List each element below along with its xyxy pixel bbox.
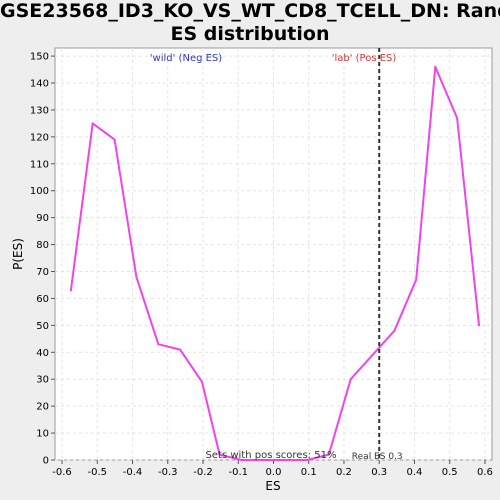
x-tick-label: 0.0 <box>266 467 282 478</box>
chart-title-line-2: ES distribution <box>170 23 330 45</box>
series-layer <box>69 65 480 461</box>
x-tick-label: 0.3 <box>371 467 387 478</box>
grid-lines <box>55 48 492 461</box>
x-tick-label: -0.1 <box>229 467 249 478</box>
y-tick-label: 120 <box>30 132 49 143</box>
y-tick-label: 40 <box>36 348 49 359</box>
x-axis-label: ES <box>265 479 280 493</box>
y-tick-label: 10 <box>36 429 49 440</box>
pos-scores-label: Sets with pos scores: 51% <box>206 450 337 461</box>
series-point <box>91 122 94 125</box>
series-point <box>327 453 330 456</box>
y-axis-ticks: 0 10 20 30 40 50 60 70 80 90 100 110 120 130 140 150 <box>30 52 55 467</box>
x-tick-label: -0.4 <box>123 467 143 478</box>
y-tick-label: 100 <box>30 186 49 197</box>
es-distribution-line <box>69 65 480 461</box>
series-point <box>201 380 203 383</box>
y-tick-label: 0 <box>43 456 49 467</box>
x-tick-label: -0.2 <box>193 467 213 478</box>
real-es-label: Real ES 0.3 <box>352 452 403 462</box>
series-point <box>415 278 418 281</box>
series-point <box>349 378 352 381</box>
series-point <box>262 459 265 461</box>
series-point <box>393 329 396 332</box>
series-point <box>179 348 182 351</box>
y-tick-label: 130 <box>30 105 49 116</box>
x-tick-label: 0.6 <box>477 467 493 478</box>
y-tick-label: 70 <box>36 267 49 278</box>
series-point <box>306 459 308 461</box>
pos-es-label: 'lab' (Pos ES) <box>332 53 397 64</box>
reference-line-layer: Real ES 0.3 <box>352 48 403 462</box>
x-tick-label: 0.2 <box>336 467 352 478</box>
y-tick-label: 60 <box>36 294 49 305</box>
series-point <box>113 138 116 141</box>
series-point <box>434 65 437 68</box>
y-tick-label: 80 <box>36 240 49 251</box>
series-point <box>284 459 287 461</box>
x-axis-ticks: -0.6 -0.5 -0.4 -0.3 -0.2 -0.1 0.0 0.1 0.2 0.3 0.4 0… <box>52 460 493 478</box>
series-point <box>456 117 459 119</box>
x-tick-label: -0.6 <box>52 467 72 478</box>
y-tick-label: 140 <box>30 79 49 90</box>
y-tick-label: 110 <box>30 159 49 170</box>
x-tick-label: -0.5 <box>88 467 108 478</box>
series-point <box>157 343 160 346</box>
y-tick-label: 50 <box>36 321 49 332</box>
x-tick-label: 0.5 <box>442 467 458 478</box>
series-point <box>135 275 138 278</box>
series-point <box>240 459 243 461</box>
x-tick-label: 0.1 <box>301 467 317 478</box>
series-point <box>69 289 72 292</box>
y-tick-label: 20 <box>36 402 49 413</box>
series-point <box>478 324 480 327</box>
series-point <box>371 354 374 356</box>
y-tick-label: 90 <box>36 213 49 224</box>
chart-title-line-1: GSE23568_ID3_KO_VS_WT_CD8_TCELL_DN: Rand… <box>0 0 500 22</box>
series-point <box>218 453 221 456</box>
y-tick-label: 150 <box>30 52 49 63</box>
chart-title: GSE23568_ID3_KO_VS_WT_CD8_TCELL_DN: Rand… <box>0 0 500 46</box>
x-tick-label: 0.4 <box>407 467 423 478</box>
y-axis-label: P(ES) <box>11 238 25 270</box>
y-tick-label: 30 <box>36 375 49 386</box>
neg-es-label: 'wild' (Neg ES) <box>150 53 222 64</box>
x-tick-label: -0.3 <box>158 467 178 478</box>
